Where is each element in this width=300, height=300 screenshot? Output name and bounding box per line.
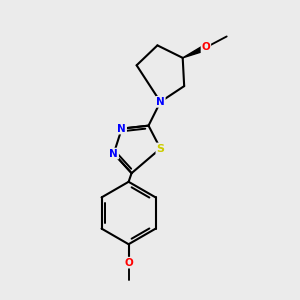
Text: N: N bbox=[110, 148, 118, 159]
Text: N: N bbox=[156, 97, 165, 107]
Polygon shape bbox=[183, 45, 207, 58]
Text: O: O bbox=[202, 43, 210, 52]
Text: S: S bbox=[156, 143, 164, 154]
Text: O: O bbox=[124, 258, 133, 268]
Text: N: N bbox=[117, 124, 126, 134]
